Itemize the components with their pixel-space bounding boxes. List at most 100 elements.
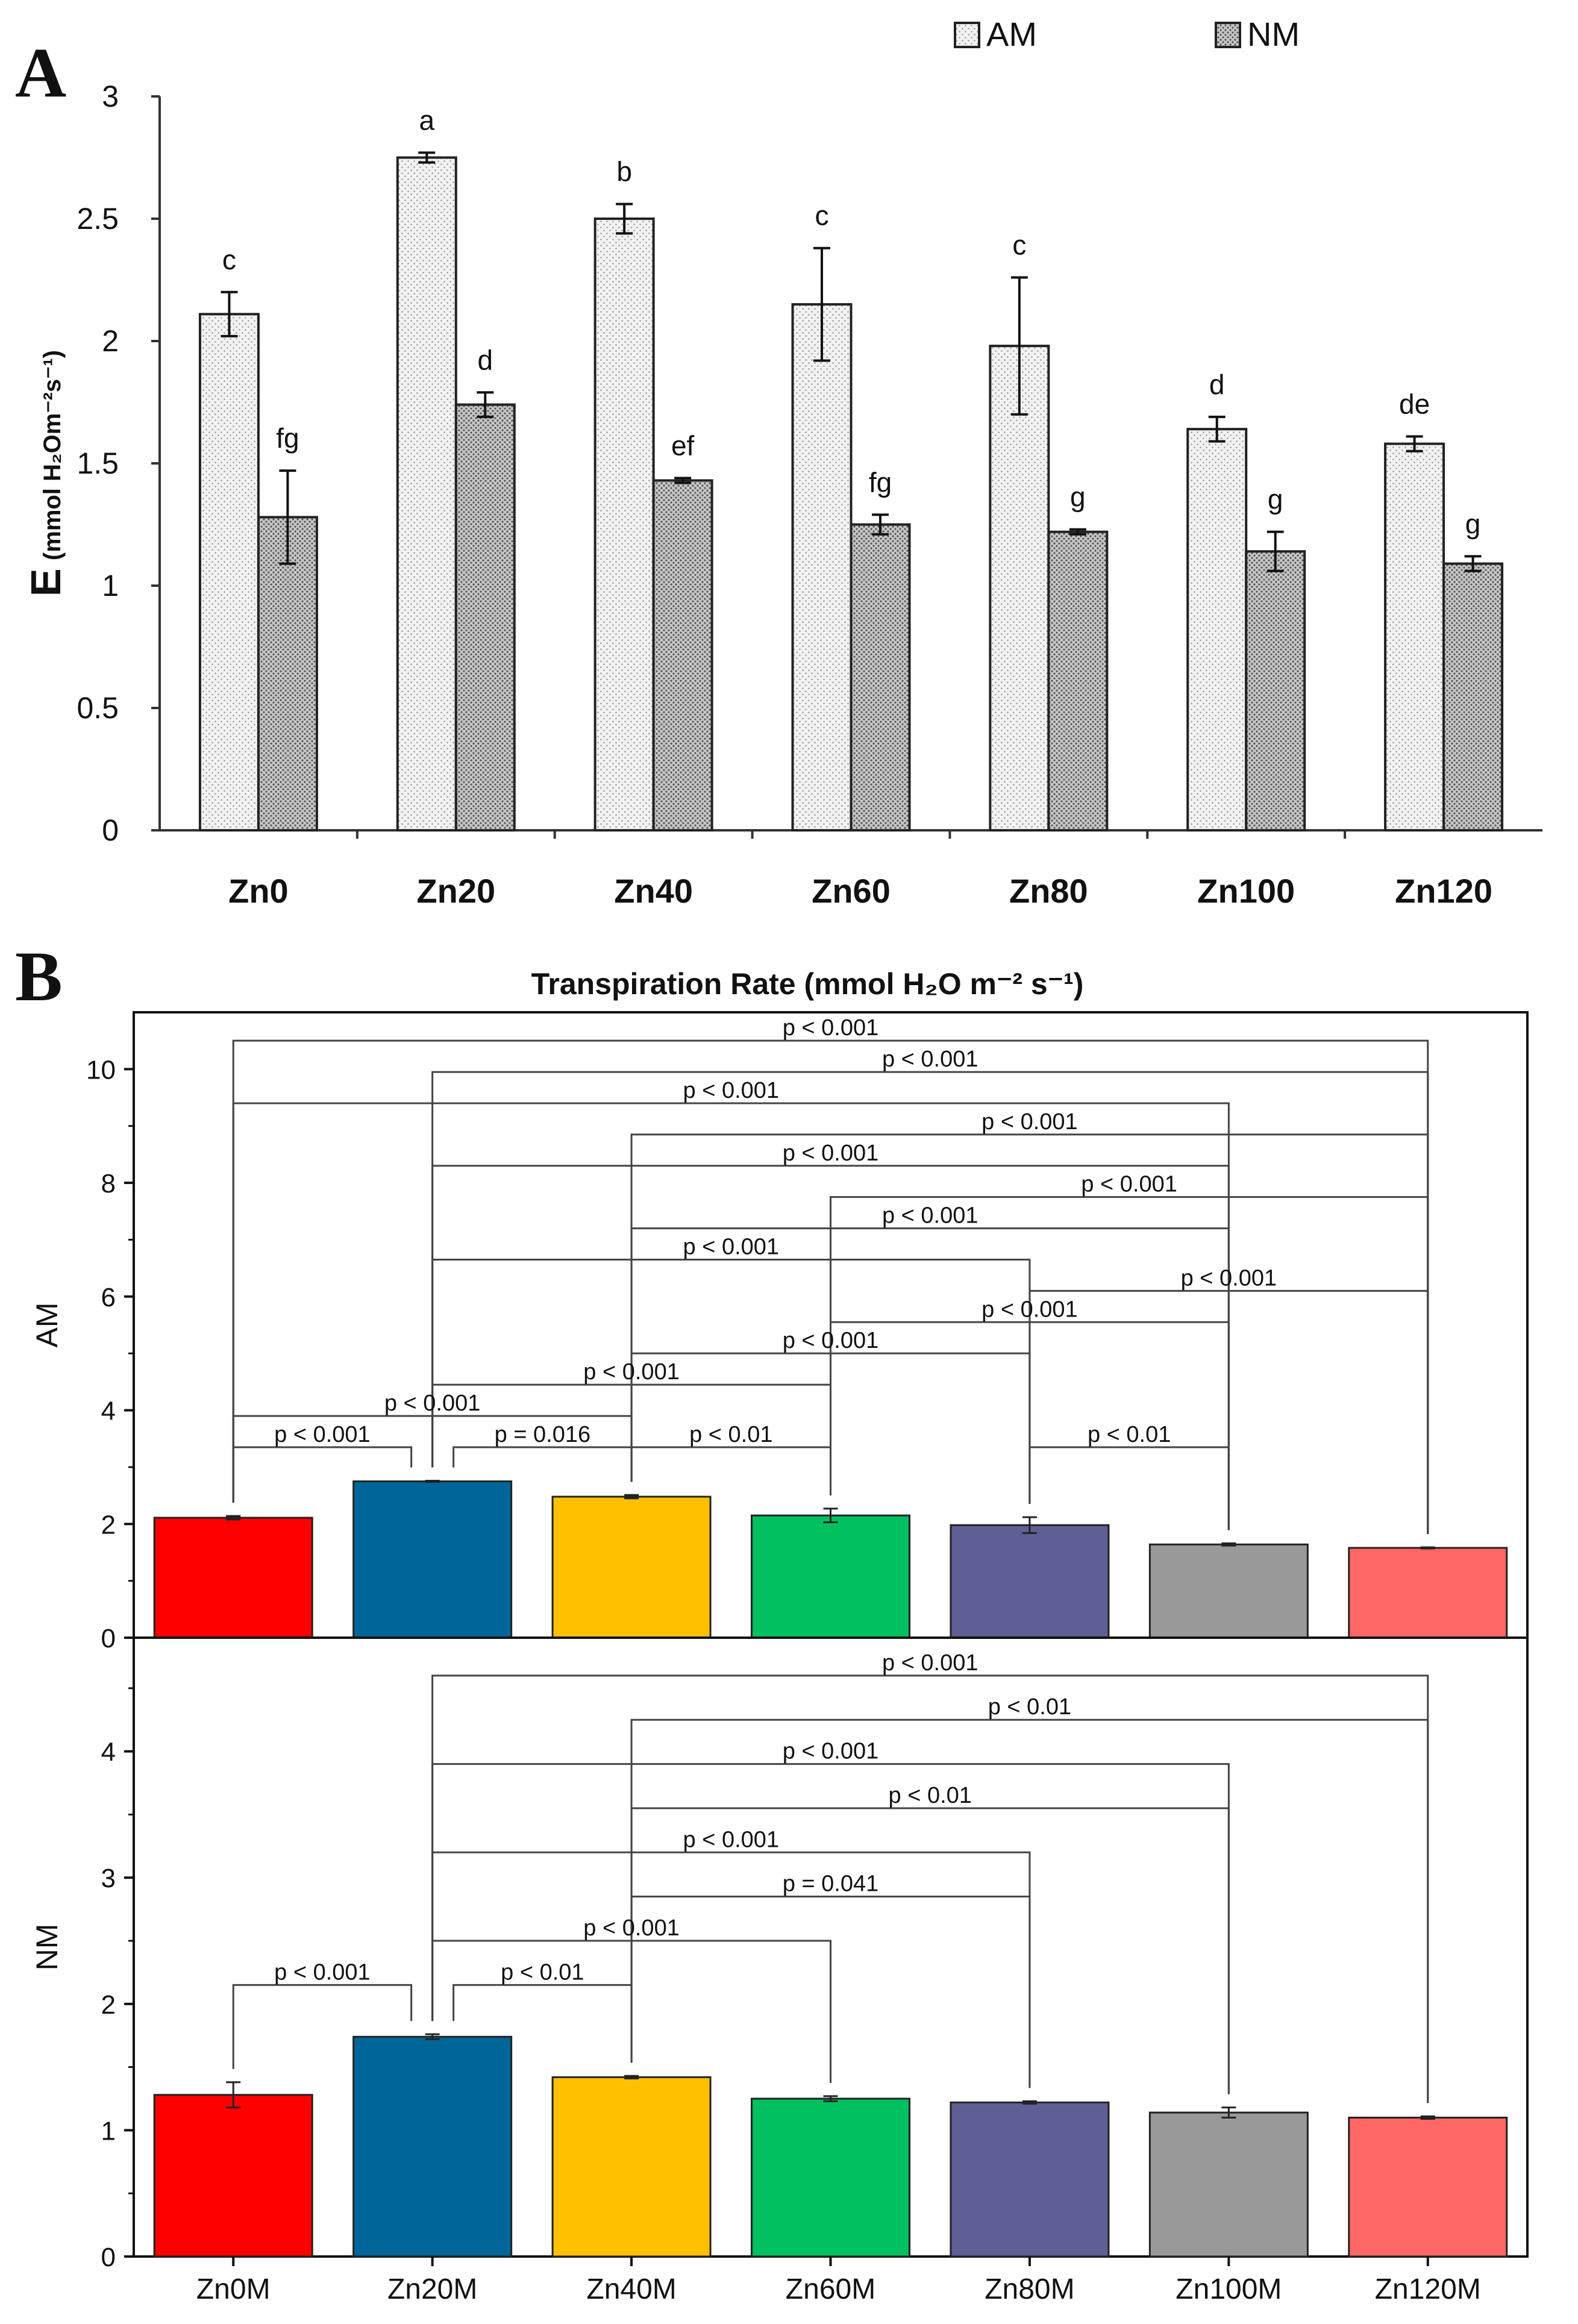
- panel-a-significance-letter: c: [1012, 229, 1026, 260]
- panel-b-p-value: p < 0.001: [683, 1078, 780, 1103]
- panel-a-bar-nm: [1245, 550, 1306, 832]
- panel-a-x-tick-label: Zn20: [416, 872, 495, 910]
- panel-b-p-value: p < 0.001: [982, 1109, 1078, 1135]
- panel-b-p-value: p < 0.01: [889, 1783, 972, 1808]
- panel-b-p-value: p < 0.001: [783, 1328, 879, 1353]
- panel-b-bar: [1348, 1547, 1508, 1639]
- panel-b-x-tick-label: Zn80M: [985, 2273, 1074, 2305]
- panel-a-bar-am: [396, 156, 457, 832]
- legend-swatch-am: [954, 22, 980, 48]
- panel-b-p-value: p < 0.001: [882, 1650, 978, 1676]
- panel-b-p-value: p < 0.01: [689, 1422, 772, 1447]
- panel-b-comparison-bracket: [452, 1446, 633, 1482]
- panel-b-p-value: p < 0.001: [1181, 1265, 1277, 1291]
- panel-a-y-tick-label: 0: [102, 813, 119, 847]
- panel-b-y-tick-label: 2: [101, 1510, 116, 1539]
- panel-b-p-value: p < 0.001: [783, 1141, 879, 1166]
- panel-a-x-tick-label: Zn60: [812, 872, 891, 910]
- panel-b-bar: [551, 1496, 712, 1639]
- panel-b-x-tick-label: Zn120M: [1375, 2273, 1481, 2305]
- panel-a-significance-letter: ef: [671, 430, 695, 461]
- panel-a-y-tick-label: 2.5: [77, 202, 119, 236]
- panel-b-p-value: p < 0.001: [583, 1359, 680, 1385]
- panel-a-y-tick-label: 3: [102, 80, 119, 113]
- legend-label-am: AM: [986, 15, 1037, 53]
- panel-b-bar: [950, 2101, 1110, 2258]
- panel-b-p-value: p < 0.001: [683, 1827, 780, 1852]
- panel-a-y-tick-label: 2: [102, 324, 119, 358]
- panel-b-ylabel: AM: [30, 1303, 64, 1348]
- panel-b-bar: [551, 2076, 712, 2258]
- panel-a-significance-letter: b: [616, 156, 632, 187]
- panel-b-p-value: p < 0.001: [1081, 1172, 1177, 1197]
- panel-a-significance-letter: g: [1070, 481, 1086, 513]
- panel-a-letter: A: [15, 33, 66, 112]
- panel-b-p-value: p < 0.001: [783, 1015, 879, 1041]
- panel-b-p-value: p < 0.001: [384, 1391, 481, 1416]
- panel-a-ylabel-main: E: [22, 568, 69, 597]
- panel-b-ylabel: NM: [30, 1924, 64, 1971]
- panel-a-bar-am: [1384, 442, 1445, 832]
- panel-a-y-tick-label: 0.5: [77, 691, 119, 725]
- panel-b-p-value: p < 0.01: [988, 1694, 1071, 1720]
- panel-a-bar-am: [989, 345, 1050, 832]
- panel-a-x-tick-label: Zn120: [1395, 872, 1492, 910]
- panel-a-x-tick-label: Zn100: [1197, 872, 1295, 910]
- panel-b-p-value: p < 0.01: [501, 1959, 584, 1985]
- panel-a-significance-letter: de: [1399, 388, 1430, 419]
- panel-b-bar: [352, 2035, 513, 2258]
- panel-b-p-value: p < 0.001: [783, 1739, 879, 1764]
- panel-a-significance-letter: g: [1268, 484, 1283, 515]
- panel-a-x-tick-label: Zn80: [1009, 872, 1088, 910]
- panel-b-y-tick-label: 1: [101, 2116, 116, 2146]
- panel-b-bar: [153, 2094, 313, 2258]
- panel-a-significance-letter: fg: [276, 422, 299, 454]
- panel-b-comparison-bracket: [232, 1984, 413, 2069]
- panel-b-bar: [751, 2097, 910, 2258]
- panel-b-p-value: p < 0.001: [274, 1422, 371, 1447]
- panel-b-p-value: p < 0.001: [882, 1203, 978, 1229]
- panel-a-bar-nm: [850, 523, 911, 832]
- panel-b-comparison-bracket: [431, 1940, 831, 2083]
- panel-a-significance-letter: g: [1465, 508, 1481, 539]
- panel-b-y-tick-label: 8: [101, 1169, 116, 1198]
- panel-a-chart: A E (mmol H₂Om⁻²s⁻¹) 00.511.522.53 Zn0 Zn…: [15, 15, 1542, 910]
- panel-b-comparison-bracket: [232, 1102, 1230, 1530]
- panel-a-bars: c fg a d b ef c fg c g d g de g: [198, 104, 1504, 832]
- panel-b-comparison-bracket: [431, 1071, 1429, 1534]
- panel-a-significance-letter: c: [222, 244, 236, 275]
- panel-b-y-tick-label: 0: [101, 1624, 116, 1653]
- panel-a-bar-nm: [454, 403, 516, 832]
- panel-b-x-tick-label: Zn100M: [1176, 2273, 1282, 2305]
- panel-a-significance-letter: d: [477, 344, 493, 375]
- panel-a-x-tick-label: Zn40: [614, 872, 693, 910]
- panel-a-bar-nm: [652, 479, 713, 832]
- panel-b-bar: [751, 1514, 910, 1639]
- panel-a-bar-am: [791, 303, 853, 832]
- panel-b-x-tick-label: Zn60M: [786, 2273, 875, 2305]
- panel-b-bar: [1348, 2116, 1508, 2258]
- panel-b-comparison-bracket: [431, 1383, 831, 1496]
- panel-b-x-tick-label: Zn0M: [196, 2273, 271, 2305]
- panel-b-comparison-bracket: [452, 1984, 633, 2063]
- panel-b-comparison-bracket: [431, 1258, 1031, 1504]
- panel-b-letter: B: [15, 937, 63, 1016]
- legend-label-nm: NM: [1247, 15, 1300, 53]
- panel-b-p-value: p < 0.001: [683, 1234, 780, 1259]
- panel-b-comparison-bracket: [630, 1227, 1230, 1530]
- panel-a-y-tick-label: 1.5: [77, 446, 119, 480]
- panel-b-comparison-bracket: [1029, 1446, 1230, 1530]
- panel-a-legend: AM NM: [954, 15, 1300, 53]
- panel-b-p-value: p = 0.016: [495, 1422, 591, 1447]
- panel-b-p-value: p < 0.001: [583, 1915, 680, 1941]
- legend-swatch-nm: [1215, 22, 1241, 48]
- panel-b-bar: [1148, 1543, 1309, 1639]
- panel-a-bar-am: [198, 313, 260, 832]
- panel-b-y-tick-label: 0: [101, 2243, 116, 2272]
- panel-b-p-value: p = 0.041: [783, 1871, 879, 1897]
- panel-b-bar: [1148, 2111, 1309, 2258]
- panel-a-bar-am: [593, 218, 655, 832]
- panel-b-p-value: p < 0.001: [982, 1297, 1078, 1322]
- panel-a-ylabel-unit: (mmol H₂Om⁻²s⁻¹): [39, 350, 66, 560]
